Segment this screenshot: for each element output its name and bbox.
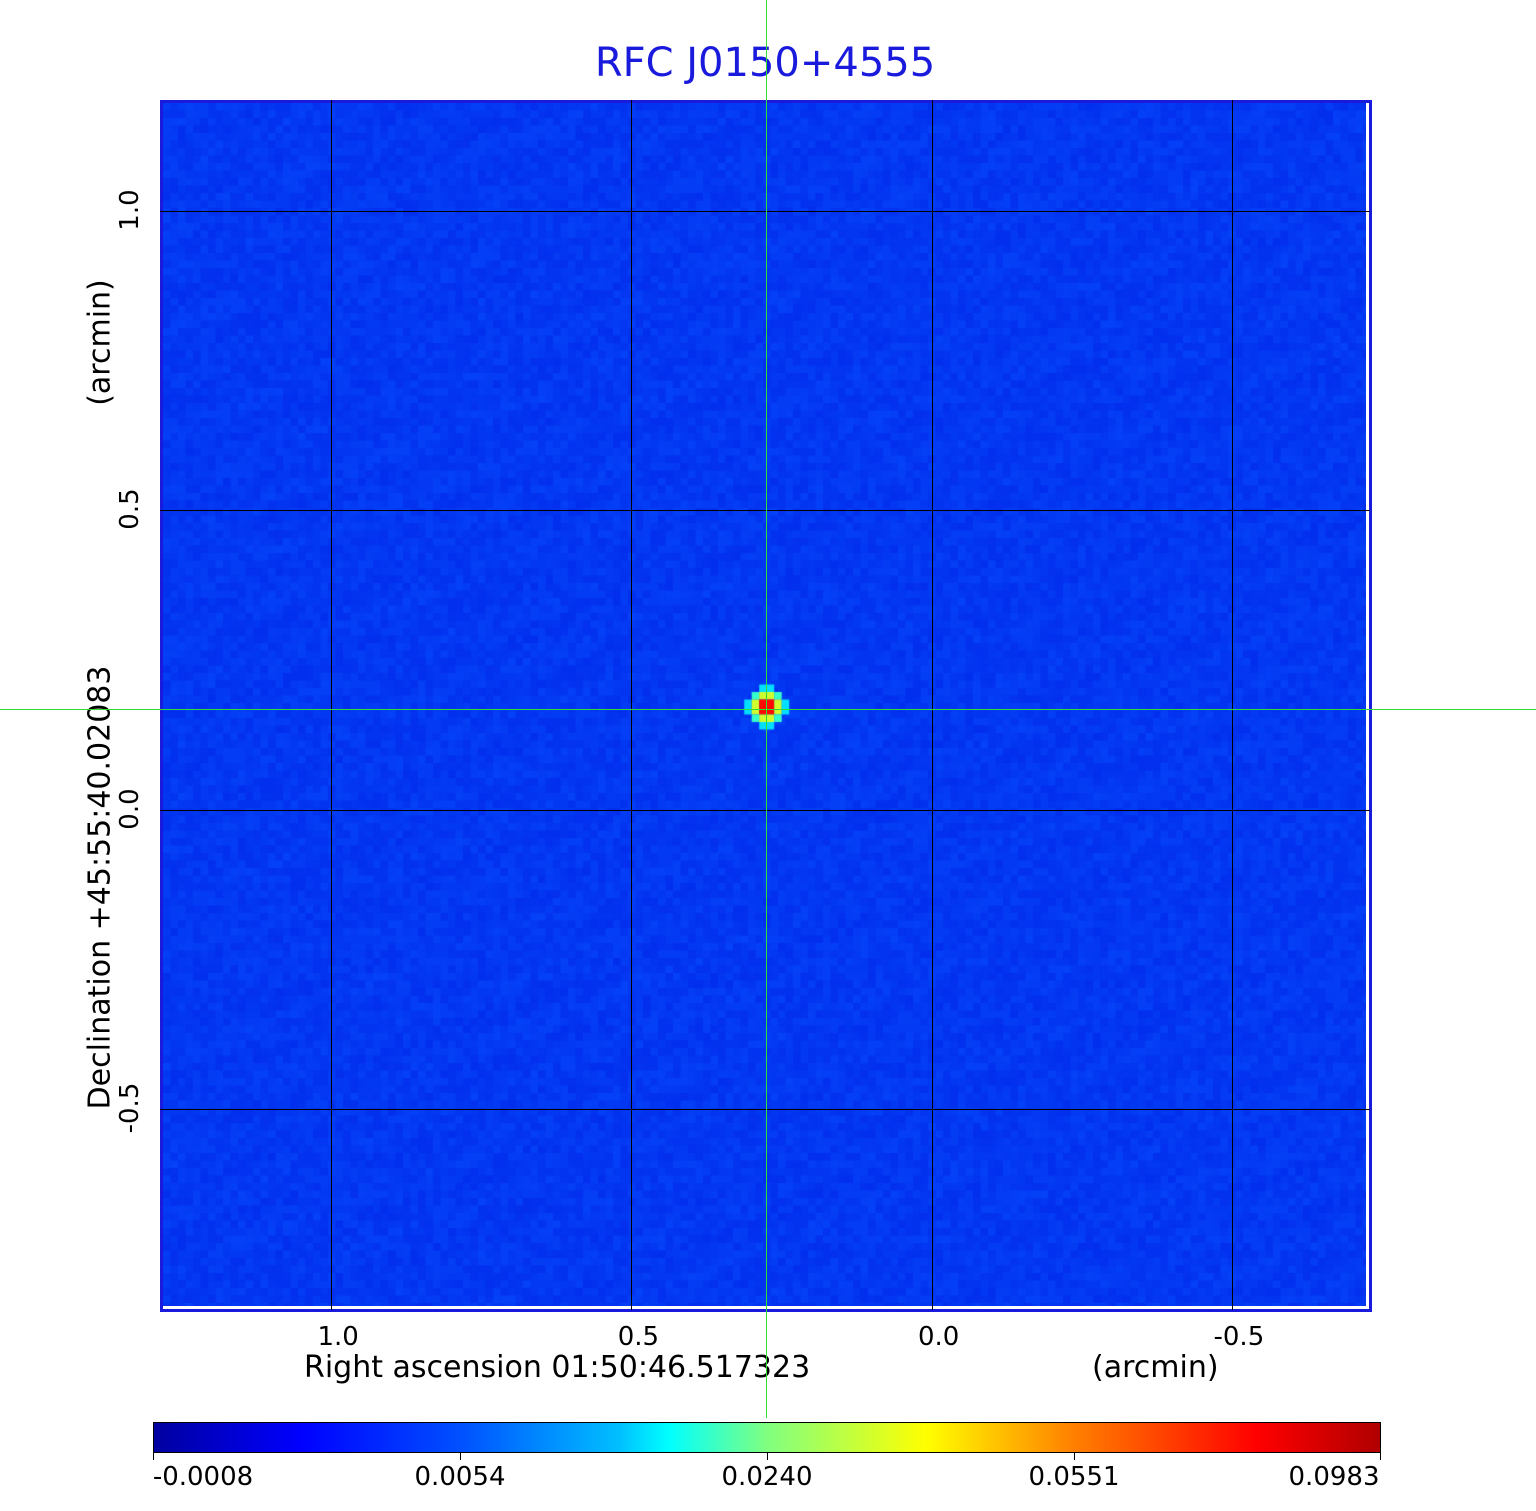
grid-line-y: [160, 510, 1370, 512]
x-axis-label: Right ascension 01:50:46.517323: [304, 1350, 811, 1385]
x-tick-label: 0.5: [617, 1322, 660, 1352]
x-tick-label: 0.0: [917, 1322, 960, 1352]
grid-line-x: [1231, 100, 1233, 1310]
chart-title: RFC J0150+4555: [594, 40, 936, 86]
grid-line-y: [160, 210, 1370, 212]
colorbar-tick: [1380, 1452, 1381, 1460]
colorbar-tick: [1074, 1452, 1075, 1460]
intensity-map[interactable]: [163, 103, 1366, 1306]
x-tick-label: 1.0: [317, 1322, 359, 1352]
colorbar-label: 0.0983: [1288, 1462, 1380, 1492]
y-tick-label: -0.5: [115, 1082, 145, 1134]
colorbar-tick: [460, 1452, 461, 1460]
colorbar-label: 0.0551: [1028, 1462, 1120, 1492]
grid-line-y: [160, 809, 1370, 811]
grid-line-y: [160, 1109, 1370, 1111]
colorbar-tick: [153, 1452, 154, 1460]
colorbar-label: -0.0008: [152, 1462, 254, 1492]
y-tick-label: 0.5: [115, 488, 145, 530]
crosshair-horizontal: [0, 709, 1536, 710]
y-tick-label: 0.0: [115, 788, 145, 830]
colorbar-tick: [767, 1452, 768, 1460]
x-axis-unit: (arcmin): [1092, 1350, 1219, 1385]
grid-line-x: [931, 100, 933, 1310]
y-axis-label: Declination +45:55:40.02083: [82, 665, 118, 1110]
grid-line-x: [331, 100, 333, 1310]
grid-line-x: [631, 100, 633, 1310]
x-tick-label: -0.5: [1213, 1322, 1265, 1352]
y-tick-label: 1.0: [115, 189, 145, 231]
colorbar-label: 0.0240: [721, 1462, 813, 1492]
colorbar-label: 0.0054: [414, 1462, 506, 1492]
colorbar: [153, 1422, 1381, 1453]
y-axis-unit: (arcmin): [82, 279, 118, 406]
